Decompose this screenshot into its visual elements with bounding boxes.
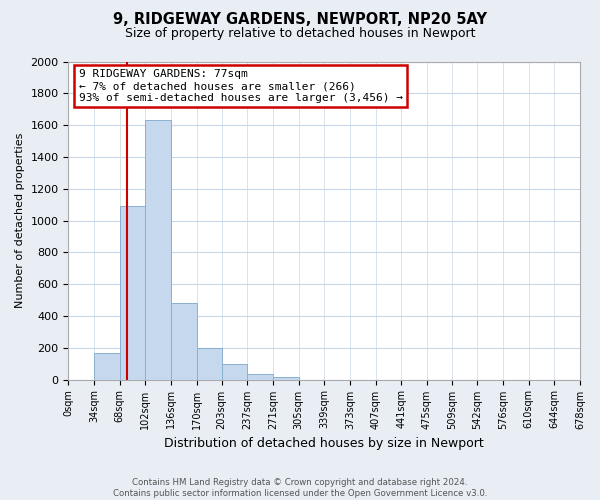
Bar: [197, 348, 221, 380]
Text: Contains HM Land Registry data © Crown copyright and database right 2024.
Contai: Contains HM Land Registry data © Crown c…: [113, 478, 487, 498]
Bar: [273, 377, 299, 380]
X-axis label: Distribution of detached houses by size in Newport: Distribution of detached houses by size …: [164, 437, 484, 450]
Bar: [120, 206, 145, 380]
Text: 9 RIDGEWAY GARDENS: 77sqm
← 7% of detached houses are smaller (266)
93% of semi-: 9 RIDGEWAY GARDENS: 77sqm ← 7% of detach…: [79, 70, 403, 102]
Bar: [94, 352, 120, 380]
Text: Size of property relative to detached houses in Newport: Size of property relative to detached ho…: [125, 28, 475, 40]
Text: 9, RIDGEWAY GARDENS, NEWPORT, NP20 5AY: 9, RIDGEWAY GARDENS, NEWPORT, NP20 5AY: [113, 12, 487, 28]
Bar: [171, 303, 197, 380]
Bar: [221, 364, 247, 380]
Bar: [247, 374, 273, 380]
Bar: [145, 120, 171, 380]
Y-axis label: Number of detached properties: Number of detached properties: [15, 133, 25, 308]
